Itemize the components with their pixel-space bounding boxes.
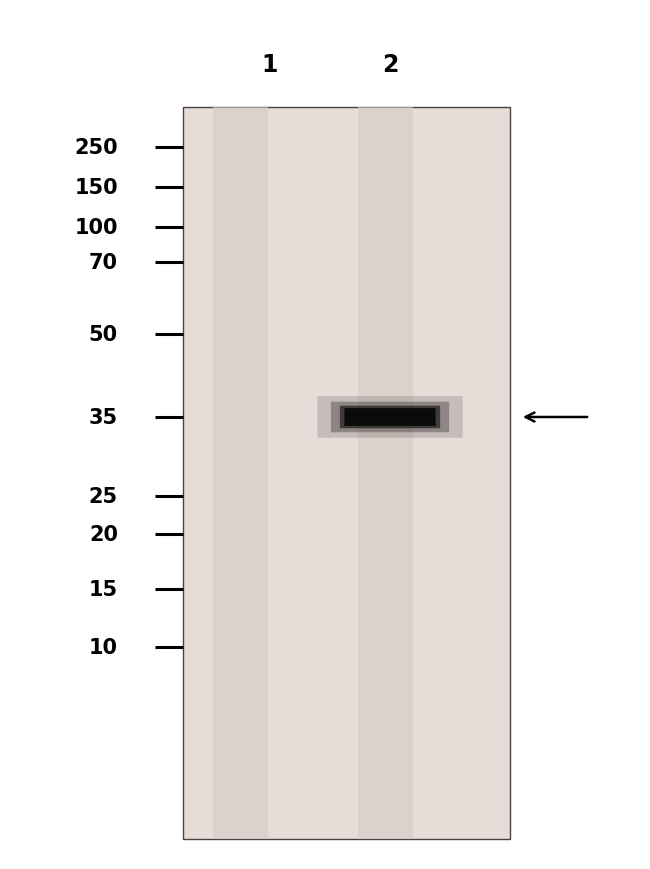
Text: 10: 10	[89, 637, 118, 657]
FancyBboxPatch shape	[317, 396, 463, 438]
FancyBboxPatch shape	[344, 408, 436, 427]
Bar	[213, 108, 268, 839]
Text: 15: 15	[89, 580, 118, 600]
Text: 1: 1	[262, 53, 278, 77]
Text: 35: 35	[89, 408, 118, 428]
Text: 50: 50	[89, 325, 118, 345]
Text: 25: 25	[89, 487, 118, 507]
FancyBboxPatch shape	[340, 407, 440, 428]
Text: 150: 150	[74, 178, 118, 198]
Bar	[183, 108, 510, 839]
Text: 20: 20	[89, 524, 118, 544]
Text: 70: 70	[89, 253, 118, 273]
Text: 2: 2	[382, 53, 398, 77]
FancyBboxPatch shape	[331, 402, 449, 433]
Bar	[358, 108, 413, 839]
Text: 100: 100	[75, 218, 118, 238]
Text: 250: 250	[74, 138, 118, 158]
